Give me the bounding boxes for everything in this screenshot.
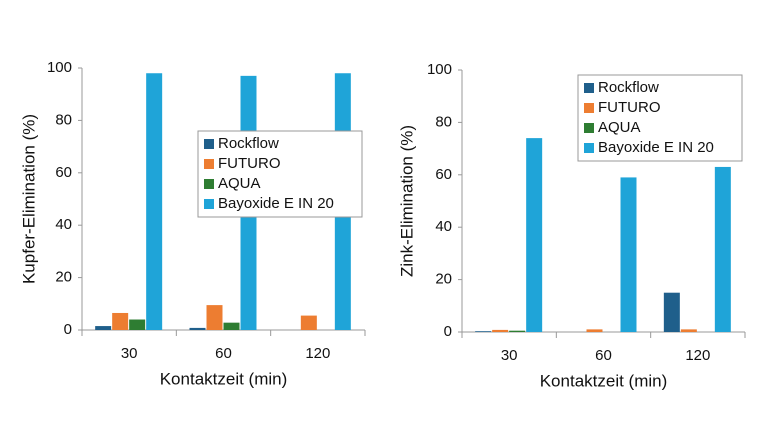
bar [189,327,206,330]
x-axis-label: Kontaktzeit (min) [160,369,288,388]
x-tick-label: 60 [595,347,612,364]
legend-label: FUTURO [598,99,661,116]
bar [663,292,680,332]
bar [680,329,697,332]
bar [146,73,163,331]
legend: Rockflow FUTURO AQUA Bayoxide E IN 20 [577,74,743,162]
legend-swatch [204,159,214,169]
y-tick-label: 20 [55,269,72,286]
legend-swatch [204,139,214,149]
x-tick-label: 30 [121,345,138,362]
y-tick-label: 100 [47,59,72,76]
legend-label: AQUA [598,119,641,136]
x-axis-label: Kontaktzeit (min) [540,371,668,390]
y-tick-label: 40 [55,216,72,233]
y-tick-label: 40 [435,218,452,235]
legend-swatch [584,143,594,153]
legend-label: Rockflow [598,79,659,96]
bar [112,312,129,330]
bar [300,315,317,330]
y-tick-label: 80 [55,111,72,128]
y-axis-label: Kupfer-Elimination (%) [19,114,38,284]
legend-swatch [204,199,214,209]
bar [586,329,603,332]
legend-label: Rockflow [218,135,279,152]
y-tick-label: 0 [64,321,72,338]
bar [95,326,112,330]
legend-label: Bayoxide E IN 20 [598,139,714,156]
bar [714,166,731,332]
legend-swatch [584,83,594,93]
x-tick-label: 120 [305,345,330,362]
legend-label: AQUA [218,175,261,192]
legend-swatch [584,123,594,133]
legend-box [577,74,743,162]
y-tick-label: 0 [444,323,452,340]
bar [475,331,492,332]
x-tick-label: 30 [501,347,518,364]
bar [206,305,223,330]
y-tick-label: 60 [435,166,452,183]
bar [620,177,637,332]
y-tick-label: 100 [427,61,452,78]
legend-swatch [584,103,594,113]
bar [129,319,146,330]
legend-box [197,130,363,218]
legend-swatch [204,179,214,189]
bar [492,329,509,332]
x-tick-label: 120 [685,347,710,364]
y-tick-label: 80 [435,113,452,130]
y-tick-label: 60 [55,164,72,181]
y-axis-label: Zink-Elimination (%) [397,125,416,277]
legend-label: Bayoxide E IN 20 [218,195,334,212]
bar [509,330,526,332]
bar [526,138,543,332]
y-tick-label: 20 [435,271,452,288]
legend: Rockflow FUTURO AQUA Bayoxide E IN 20 [197,130,363,218]
x-tick-label: 60 [215,345,232,362]
bar [223,322,240,330]
legend-label: FUTURO [218,155,281,172]
